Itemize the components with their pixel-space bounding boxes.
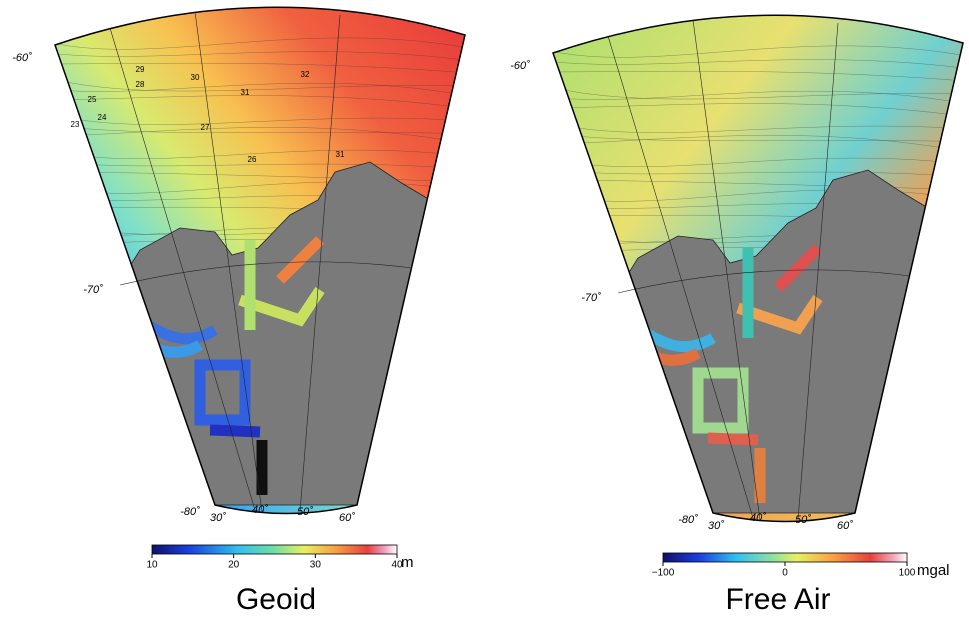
contour-label: 32 (301, 70, 310, 79)
latitude-label: -60˚ (510, 60, 530, 72)
colorbar-unit: m (401, 554, 414, 571)
longitude-label: 40˚ (750, 512, 766, 524)
latitude-label: -70˚ (83, 284, 103, 296)
colorbar-tick-label: 100 (899, 568, 916, 579)
contour-label: 27 (201, 123, 210, 132)
longitude-label: 30˚ (708, 520, 724, 532)
survey-track (210, 430, 260, 432)
survey-track (708, 438, 758, 440)
colorbar (152, 545, 397, 554)
colorbar-tick-label: 0 (782, 568, 788, 579)
contour-label: 23 (71, 120, 80, 129)
map-title: Geoid (236, 583, 316, 616)
colorbar-tick-label: 30 (310, 560, 322, 571)
colorbar-tick-label: 20 (228, 560, 240, 571)
contour-label: 30 (191, 73, 200, 82)
contour-label: 25 (88, 95, 97, 104)
latitude-label: -60˚ (12, 52, 32, 64)
map-frame (40, 7, 480, 513)
contour-label: 29 (136, 65, 145, 74)
colorbar-unit: mgal (917, 562, 950, 579)
latitude-label: -70˚ (581, 292, 601, 304)
contour-label: 24 (98, 113, 107, 122)
latitude-label: -80˚ (678, 514, 698, 526)
longitude-label: 60˚ (837, 520, 853, 532)
contour-label: 31 (241, 88, 250, 97)
colorbar-tick-label: −100 (652, 568, 675, 579)
map-title: Free Air (725, 583, 830, 616)
latitude-label: -80˚ (180, 506, 200, 518)
map-frame (538, 15, 969, 521)
contour-label: 31 (336, 150, 345, 159)
longitude-label: 50˚ (795, 514, 811, 526)
colorbar-tick-label: 10 (146, 560, 158, 571)
longitude-label: 40˚ (252, 504, 268, 516)
contour-label: 28 (136, 80, 145, 89)
contour-label: 26 (248, 155, 257, 164)
longitude-label: 30˚ (210, 512, 226, 524)
longitude-label: 60˚ (339, 512, 355, 524)
longitude-label: 50˚ (297, 506, 313, 518)
colorbar (663, 553, 907, 562)
figure: -60˚ -70˚ -80˚ 30˚ 40˚ 50˚ 60˚ 32 31 30 29 28 2524 23… (0, 0, 969, 617)
